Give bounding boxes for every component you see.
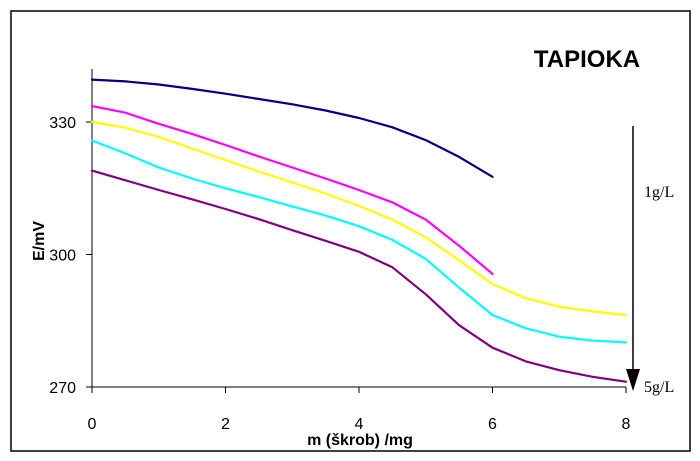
axes: 270 300 330 0 2 4 6 8 <box>49 69 631 433</box>
series-line-1 <box>90 78 494 178</box>
annotation-top-concentration: 1g/L <box>644 184 674 201</box>
x-tick-label: 0 <box>88 416 97 433</box>
series-line-5 <box>90 169 628 383</box>
chart-border <box>10 10 691 452</box>
y-tick-label: 270 <box>49 380 76 397</box>
series-line-3 <box>90 120 628 317</box>
x-tick-label: 4 <box>355 416 364 433</box>
concentration-arrow <box>626 126 640 391</box>
x-tick-label: 2 <box>221 416 230 433</box>
x-axis-label: m (škrob) /mg <box>307 432 413 449</box>
series-line-2 <box>90 104 494 275</box>
chart-title: TAPIOKA <box>534 46 640 73</box>
annotation-bottom-concentration: 5g/L <box>644 379 674 396</box>
series-lines <box>90 78 628 383</box>
x-tick-label: 8 <box>622 416 631 433</box>
y-tick-label: 330 <box>49 115 76 132</box>
arrow-head <box>626 369 640 391</box>
series-line-4 <box>90 139 628 344</box>
x-tick-label: 6 <box>488 416 497 433</box>
y-axis-label: E/mV <box>31 221 48 261</box>
y-tick-label: 300 <box>49 248 76 265</box>
